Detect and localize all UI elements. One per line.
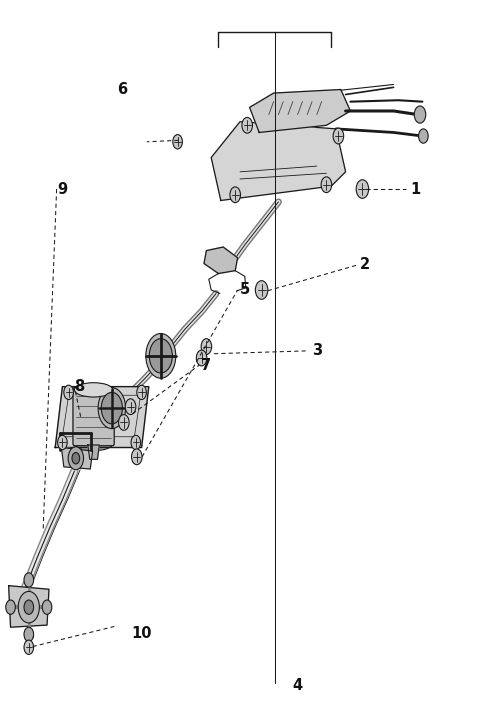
Circle shape: [196, 350, 207, 366]
Text: 9: 9: [57, 183, 68, 197]
Circle shape: [230, 187, 240, 203]
Text: 2: 2: [360, 258, 370, 272]
Circle shape: [321, 177, 332, 193]
Circle shape: [58, 435, 67, 450]
Polygon shape: [88, 445, 99, 460]
Ellipse shape: [74, 382, 113, 397]
Polygon shape: [204, 247, 238, 274]
Circle shape: [24, 600, 34, 614]
Circle shape: [64, 385, 73, 400]
Circle shape: [101, 392, 122, 424]
Text: 6: 6: [117, 82, 128, 97]
Circle shape: [119, 415, 129, 430]
Circle shape: [98, 387, 126, 429]
Ellipse shape: [74, 436, 113, 451]
Circle shape: [414, 106, 426, 123]
Circle shape: [18, 591, 39, 623]
Polygon shape: [9, 586, 49, 627]
Circle shape: [201, 339, 212, 354]
Circle shape: [242, 117, 252, 133]
Circle shape: [419, 129, 428, 143]
Circle shape: [255, 281, 268, 299]
FancyBboxPatch shape: [73, 388, 114, 445]
Text: 1: 1: [410, 183, 420, 197]
Circle shape: [24, 640, 34, 654]
Circle shape: [125, 399, 136, 415]
Polygon shape: [61, 448, 93, 469]
Circle shape: [72, 453, 80, 464]
Polygon shape: [211, 122, 346, 200]
Circle shape: [146, 334, 176, 378]
Circle shape: [173, 135, 182, 149]
Circle shape: [24, 627, 34, 642]
Text: 7: 7: [201, 358, 212, 372]
Text: 8: 8: [74, 379, 84, 394]
Text: 4: 4: [292, 679, 303, 693]
Circle shape: [6, 600, 15, 614]
Polygon shape: [55, 387, 149, 448]
Circle shape: [42, 600, 52, 614]
Circle shape: [24, 573, 34, 587]
Circle shape: [132, 449, 142, 465]
Circle shape: [131, 435, 141, 450]
Circle shape: [356, 180, 369, 198]
Text: 3: 3: [312, 344, 322, 358]
Text: 10: 10: [132, 626, 152, 641]
Circle shape: [149, 339, 172, 373]
Circle shape: [137, 385, 146, 400]
Circle shape: [333, 128, 344, 144]
Polygon shape: [250, 90, 350, 132]
Text: 5: 5: [240, 283, 250, 297]
Circle shape: [68, 447, 84, 470]
